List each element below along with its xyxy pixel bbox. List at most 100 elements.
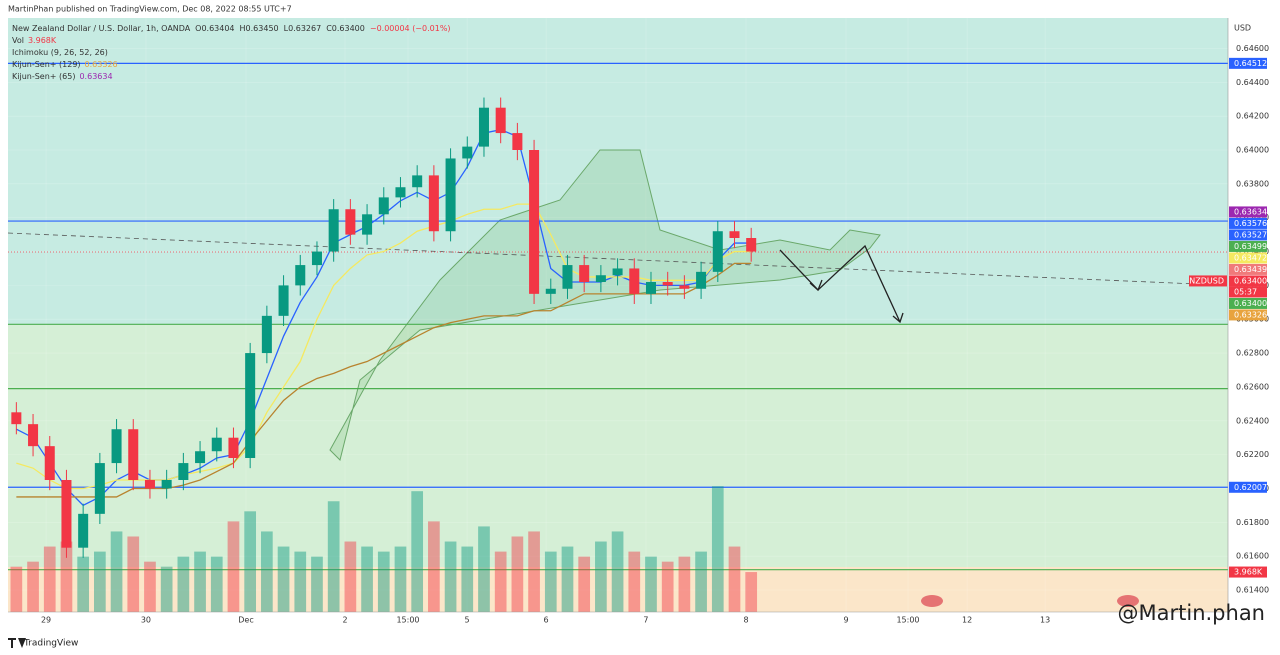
price-label-bg [1229,57,1267,69]
volume-bar [210,556,223,612]
volume-bar [377,551,390,612]
candle-body [545,288,556,294]
indicator-line [16,262,752,498]
price-label-bg [1229,229,1267,241]
arrow-head [809,279,823,292]
candle-body [612,268,623,276]
volume-bar [60,541,73,612]
symbol-tag: NZDUSD [1189,276,1224,285]
volume-bar [77,556,89,612]
x-tick-label: 30 [141,616,151,625]
y-tick-label: 0.64000 [1236,146,1269,155]
candle-body [328,209,339,252]
volume-bar [678,556,691,612]
volume-bar [261,531,273,612]
x-tick-label: 15:00 [396,616,419,625]
y-tick-label: 0.61600 [1236,552,1269,561]
candle-body [428,175,439,232]
volume-bar [127,536,140,612]
event-icon [1117,595,1139,607]
candle-body [579,265,590,282]
candle-body [94,463,105,514]
candle-body [61,480,72,548]
candle-body [345,209,356,235]
volume-bar [661,561,674,612]
price-label: 0.63439 [1234,265,1267,274]
volume-bar [544,551,557,612]
candle-body [78,513,89,548]
legend-value: 3.968K [28,36,57,45]
candle-body [144,480,155,489]
volume-bar [528,531,540,612]
y-tick-label: 0.64400 [1236,78,1269,87]
volume-bar [110,531,123,612]
candle-body [595,275,606,282]
price-label-bg [1229,206,1267,218]
y-tick-label: 0.62800 [1236,349,1269,358]
volume-bar [611,531,624,612]
candle-body [178,463,189,480]
volume-bar [311,556,323,612]
watermark: @Martin.phan [1118,601,1266,625]
legend-row: Vol 3.968K [12,36,57,45]
price-label-bg [1229,263,1267,275]
candle-body [729,231,740,238]
candle-body [245,353,256,458]
price-label: 0.63400 [1234,299,1267,308]
event-icon [921,595,943,607]
y-tick-label: 0.62400 [1236,416,1269,425]
candle-body [362,214,373,235]
volume-bar [27,561,39,612]
candle-body [696,271,707,289]
x-tick-label: 5 [465,616,470,625]
candle-body [529,150,540,294]
volume-bar [628,551,641,612]
ohlc-value: −0.00004 (−0.01%) [370,24,451,33]
ohlc-value: L0.63267 [284,24,322,33]
countdown: 05:37 [1234,287,1257,296]
price-label-bg [1229,217,1267,229]
symbol: New Zealand Dollar / U.S. Dollar, 1h, OA… [12,24,451,33]
volume-bar [645,556,657,612]
volume-bar [194,551,206,612]
candle-body [261,315,272,354]
candle-body [278,285,289,316]
volume-bar [461,546,474,612]
price-label: 0.63527 [1234,230,1267,239]
candle-body [161,480,172,489]
y-tick-label: 0.62200 [1236,450,1269,459]
price-label: 0.63400 [1234,276,1267,285]
volume-bar [745,572,758,612]
price-label: 0.64512 [1234,59,1267,68]
x-tick-label: Dec [238,616,253,625]
candle-body [28,424,39,447]
ohlc-value: C0.63400 [326,24,365,33]
volume-bar [344,541,357,612]
candle-body [662,282,673,286]
volume-bar [244,511,257,612]
price-label: 0.63576 [1234,219,1267,228]
candle-body [44,446,55,480]
symbol-name: New Zealand Dollar / U.S. Dollar, 1h, OA… [12,24,191,33]
candle-body [311,251,322,266]
price-label-bg [1229,309,1267,321]
price-label-bg [1229,240,1267,252]
price-label-bg [1229,481,1267,493]
price-label: 0.63472 [1234,253,1267,262]
y-tick-label: 0.63600 [1236,213,1269,222]
volume-bar [144,561,156,612]
legend-value: 0.63634 [79,72,112,81]
y-tick-label: 0.64600 [1236,44,1269,53]
volume-label-bg [1229,566,1267,578]
y-tick-label: 0.62600 [1236,382,1269,391]
volume-bar [444,541,457,612]
volume-bar [277,546,290,612]
volume-bar [294,551,307,612]
volume-bar [728,546,741,612]
volume-bar [578,556,591,612]
x-tick-label: 15:00 [896,616,919,625]
volume-bar [511,536,524,612]
x-tick-label: 12 [962,616,972,625]
volume-bar [711,486,724,612]
